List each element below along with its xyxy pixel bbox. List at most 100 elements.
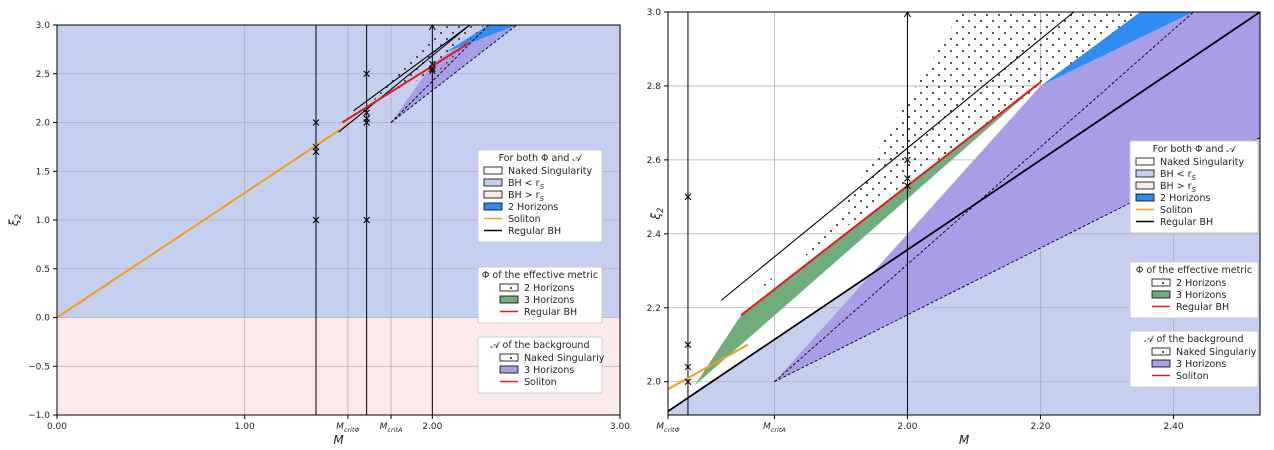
- y-tick-label: 1.5: [36, 167, 50, 177]
- legend-title: For both Φ and 𝒜: [1153, 144, 1238, 155]
- series-naked-singularity-boundary: [720, 12, 1075, 301]
- two-horizons-region: [1040, 12, 1194, 86]
- legend-swatch: [483, 178, 503, 187]
- x-marker: [684, 193, 692, 201]
- series-regular-bh-effective-: [341, 41, 471, 124]
- series-naked-singularity-boundary: [353, 25, 471, 112]
- legend-item-label: 3 Horizons: [1176, 290, 1226, 301]
- y-tick-label: 2.0: [647, 378, 662, 388]
- naked-singularity-dots: [734, 12, 1141, 308]
- series-regular-bh-effective-: [740, 81, 1042, 316]
- legend-title: 𝒜 of the background: [491, 340, 590, 351]
- y-tick-label: 0.5: [36, 265, 50, 275]
- legend-title: 𝒜 of the background: [1145, 334, 1244, 345]
- x-marker: [363, 119, 371, 126]
- x-marker: [363, 70, 371, 78]
- y-tick-label: 2.4: [647, 230, 662, 240]
- legend-item-label: BH < rS: [508, 178, 545, 191]
- axes-frame: [667, 11, 1261, 416]
- series-regular-bh: [338, 25, 471, 133]
- y-axis-label: ξ2: [649, 207, 665, 220]
- dashed-boundary: [390, 25, 518, 123]
- legend-item-label: Soliton: [1176, 371, 1209, 382]
- legend-item-label: 2 Horizons: [508, 202, 558, 213]
- legend-title: Φ of the effective metric: [482, 270, 598, 281]
- legend-item-label: Regular BH: [1176, 302, 1229, 313]
- legend-item-label: Regular BH: [508, 226, 561, 237]
- x-special-tick-label: McritΦ: [656, 422, 679, 434]
- legend-item-label: Soliton: [1160, 205, 1193, 216]
- x-marker: [904, 175, 911, 182]
- legend-title: For both Φ and 𝒜: [499, 153, 584, 164]
- dashed-boundary: [390, 25, 489, 123]
- y-tick-label: 2.0: [36, 119, 51, 129]
- y-tick-label: 3.0: [647, 8, 662, 18]
- y-tick-label: −1.0: [28, 411, 50, 421]
- x-special-tick-label: McritA: [763, 422, 786, 434]
- legend-item-label: Soliton: [508, 214, 541, 225]
- x-axis-label: M: [959, 433, 970, 446]
- x-tick-label: 2.40: [1164, 422, 1184, 432]
- legend-swatch: [499, 365, 519, 374]
- x-marker: [312, 148, 320, 156]
- x-axis-label: M: [333, 433, 344, 446]
- x-marker: [363, 109, 371, 117]
- legend-swatch: [1135, 169, 1155, 178]
- x-tick-label: 0.00: [47, 422, 67, 432]
- legend-box: [1129, 261, 1259, 319]
- x-tick-label: 2.20: [1030, 422, 1050, 432]
- three-horizons-background: [774, 12, 1260, 382]
- x-marker: [684, 363, 692, 371]
- legend-item-label: 2 Horizons: [1160, 193, 1210, 204]
- y-tick-label: 2.6: [647, 156, 662, 166]
- series-soliton: [668, 343, 749, 390]
- legend-item-label: BH > rS: [508, 190, 545, 203]
- x-special-tick-label: McritA: [380, 422, 403, 434]
- legend-box: [477, 266, 603, 324]
- legend-item-label: Regular BH: [1160, 217, 1213, 228]
- legend-item-label: BH > rS: [1160, 181, 1197, 194]
- x-marker: [312, 216, 320, 224]
- legend-item-label: 3 Horizons: [524, 295, 574, 306]
- x-marker: [312, 143, 320, 151]
- legend-swatch: [1135, 181, 1155, 190]
- legend-swatch: [499, 353, 519, 362]
- legend-item-label: Naked Singularity: [508, 166, 592, 177]
- two-horizons-region: [445, 25, 517, 53]
- x-tick-label: 1.00: [235, 422, 255, 432]
- legend-swatch: [1135, 193, 1155, 202]
- y-tick-label: 3.0: [36, 21, 51, 31]
- legend-item-label: 3 Horizons: [1176, 359, 1226, 370]
- legend-swatch: [483, 190, 503, 199]
- x-marker: [684, 378, 692, 386]
- dashed-boundary: [774, 12, 1194, 383]
- legend-box: [477, 149, 603, 243]
- x-marker: [428, 65, 436, 73]
- x-tick-label: 2.00: [422, 422, 442, 432]
- x-marker: [312, 119, 320, 126]
- x-marker: [363, 216, 371, 224]
- legend-box: [1129, 140, 1259, 234]
- three-horizons-background: [391, 25, 517, 123]
- x-marker: [904, 182, 911, 190]
- legend-item-label: Soliton: [524, 377, 557, 388]
- legend-swatch: [1135, 157, 1155, 166]
- y-tick-label: 2.8: [647, 82, 662, 92]
- legend-swatch: [499, 295, 519, 304]
- legend-swatch: [1151, 347, 1171, 356]
- y-tick-label: 2.5: [36, 70, 50, 80]
- x-marker: [428, 60, 436, 68]
- y-tick-label: −0.5: [28, 362, 50, 372]
- x-marker: [904, 156, 911, 164]
- three-horizons-effective: [694, 82, 1041, 386]
- regular-bh-line: [668, 12, 1260, 413]
- legend-box: [477, 336, 603, 394]
- x-tick-label: 3.00: [610, 422, 630, 432]
- legend-swatch: [483, 166, 503, 175]
